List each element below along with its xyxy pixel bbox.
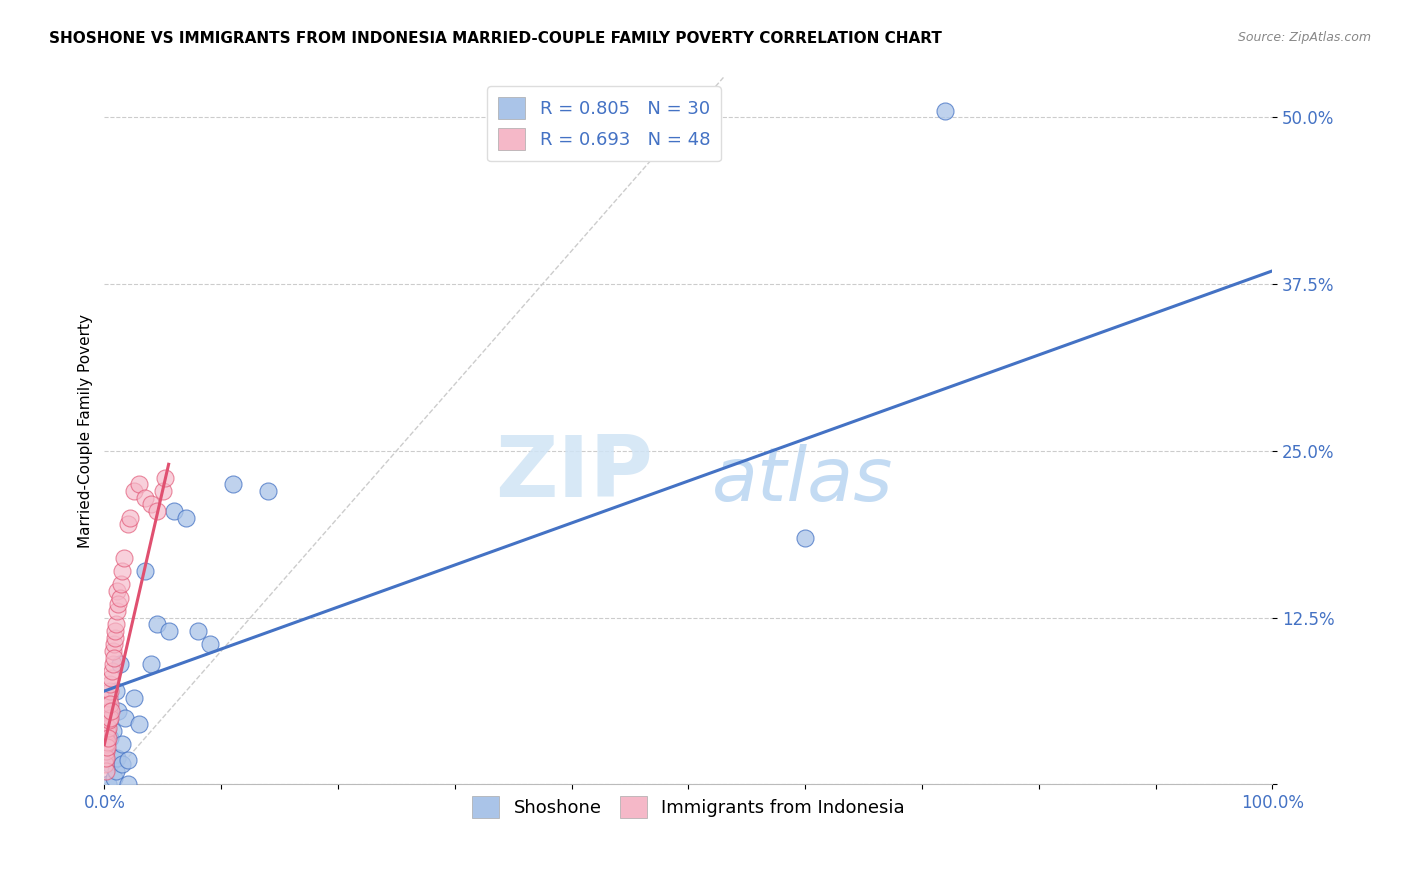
Point <box>96 750 118 764</box>
Point <box>94 744 117 758</box>
Point <box>163 504 186 518</box>
Point <box>94 738 117 752</box>
Point <box>107 704 129 718</box>
Point <box>96 735 118 749</box>
Point <box>98 711 121 725</box>
Point <box>794 531 817 545</box>
Point <box>94 750 117 764</box>
Point <box>101 657 124 672</box>
Point <box>98 690 121 705</box>
Point <box>104 624 127 638</box>
Point <box>934 103 956 118</box>
Point <box>96 724 118 739</box>
Point <box>134 491 156 505</box>
Point <box>101 644 124 658</box>
Point <box>117 517 139 532</box>
Point <box>103 771 125 785</box>
Point <box>104 750 127 764</box>
Point <box>100 704 122 718</box>
Point <box>122 690 145 705</box>
Point <box>105 617 128 632</box>
Point <box>94 731 117 745</box>
Point <box>134 564 156 578</box>
Point <box>97 698 120 712</box>
Point <box>111 738 134 752</box>
Point <box>111 757 134 772</box>
Point <box>146 617 169 632</box>
Point <box>98 684 121 698</box>
Point <box>110 577 132 591</box>
Point <box>117 753 139 767</box>
Point <box>103 650 125 665</box>
Text: atlas: atlas <box>711 444 893 516</box>
Point <box>114 711 136 725</box>
Point <box>153 470 176 484</box>
Point <box>112 550 135 565</box>
Point <box>107 598 129 612</box>
Point <box>152 483 174 498</box>
Point <box>97 777 120 791</box>
Point <box>111 564 134 578</box>
Point <box>222 477 245 491</box>
Point <box>97 731 120 745</box>
Point <box>105 604 128 618</box>
Point <box>104 631 127 645</box>
Point <box>98 714 121 728</box>
Point <box>257 483 280 498</box>
Point <box>97 722 120 736</box>
Point <box>101 664 124 678</box>
Point <box>108 591 131 605</box>
Point <box>120 510 142 524</box>
Point <box>128 477 150 491</box>
Point <box>198 637 221 651</box>
Text: Source: ZipAtlas.com: Source: ZipAtlas.com <box>1237 31 1371 45</box>
Point <box>105 684 128 698</box>
Point <box>94 764 117 778</box>
Legend: Shoshone, Immigrants from Indonesia: Shoshone, Immigrants from Indonesia <box>465 789 912 825</box>
Point <box>117 777 139 791</box>
Point <box>100 671 122 685</box>
Point <box>105 750 128 764</box>
Point <box>187 624 209 638</box>
Point <box>98 731 121 745</box>
Point <box>146 504 169 518</box>
Point <box>98 757 121 772</box>
Text: SHOSHONE VS IMMIGRANTS FROM INDONESIA MARRIED-COUPLE FAMILY POVERTY CORRELATION : SHOSHONE VS IMMIGRANTS FROM INDONESIA MA… <box>49 31 942 46</box>
Point <box>139 657 162 672</box>
Point <box>97 711 120 725</box>
Point <box>97 704 120 718</box>
Point <box>157 624 180 638</box>
Point <box>174 510 197 524</box>
Point <box>105 764 128 778</box>
Point <box>108 657 131 672</box>
Point <box>94 717 117 731</box>
Point <box>139 497 162 511</box>
Text: ZIP: ZIP <box>495 432 654 515</box>
Point <box>105 584 128 599</box>
Point <box>96 740 118 755</box>
Point <box>128 717 150 731</box>
Point <box>122 483 145 498</box>
Point <box>94 757 117 772</box>
Point <box>100 677 122 691</box>
Point <box>101 724 124 739</box>
Point <box>98 698 121 712</box>
Point <box>103 637 125 651</box>
Y-axis label: Married-Couple Family Poverty: Married-Couple Family Poverty <box>79 314 93 548</box>
